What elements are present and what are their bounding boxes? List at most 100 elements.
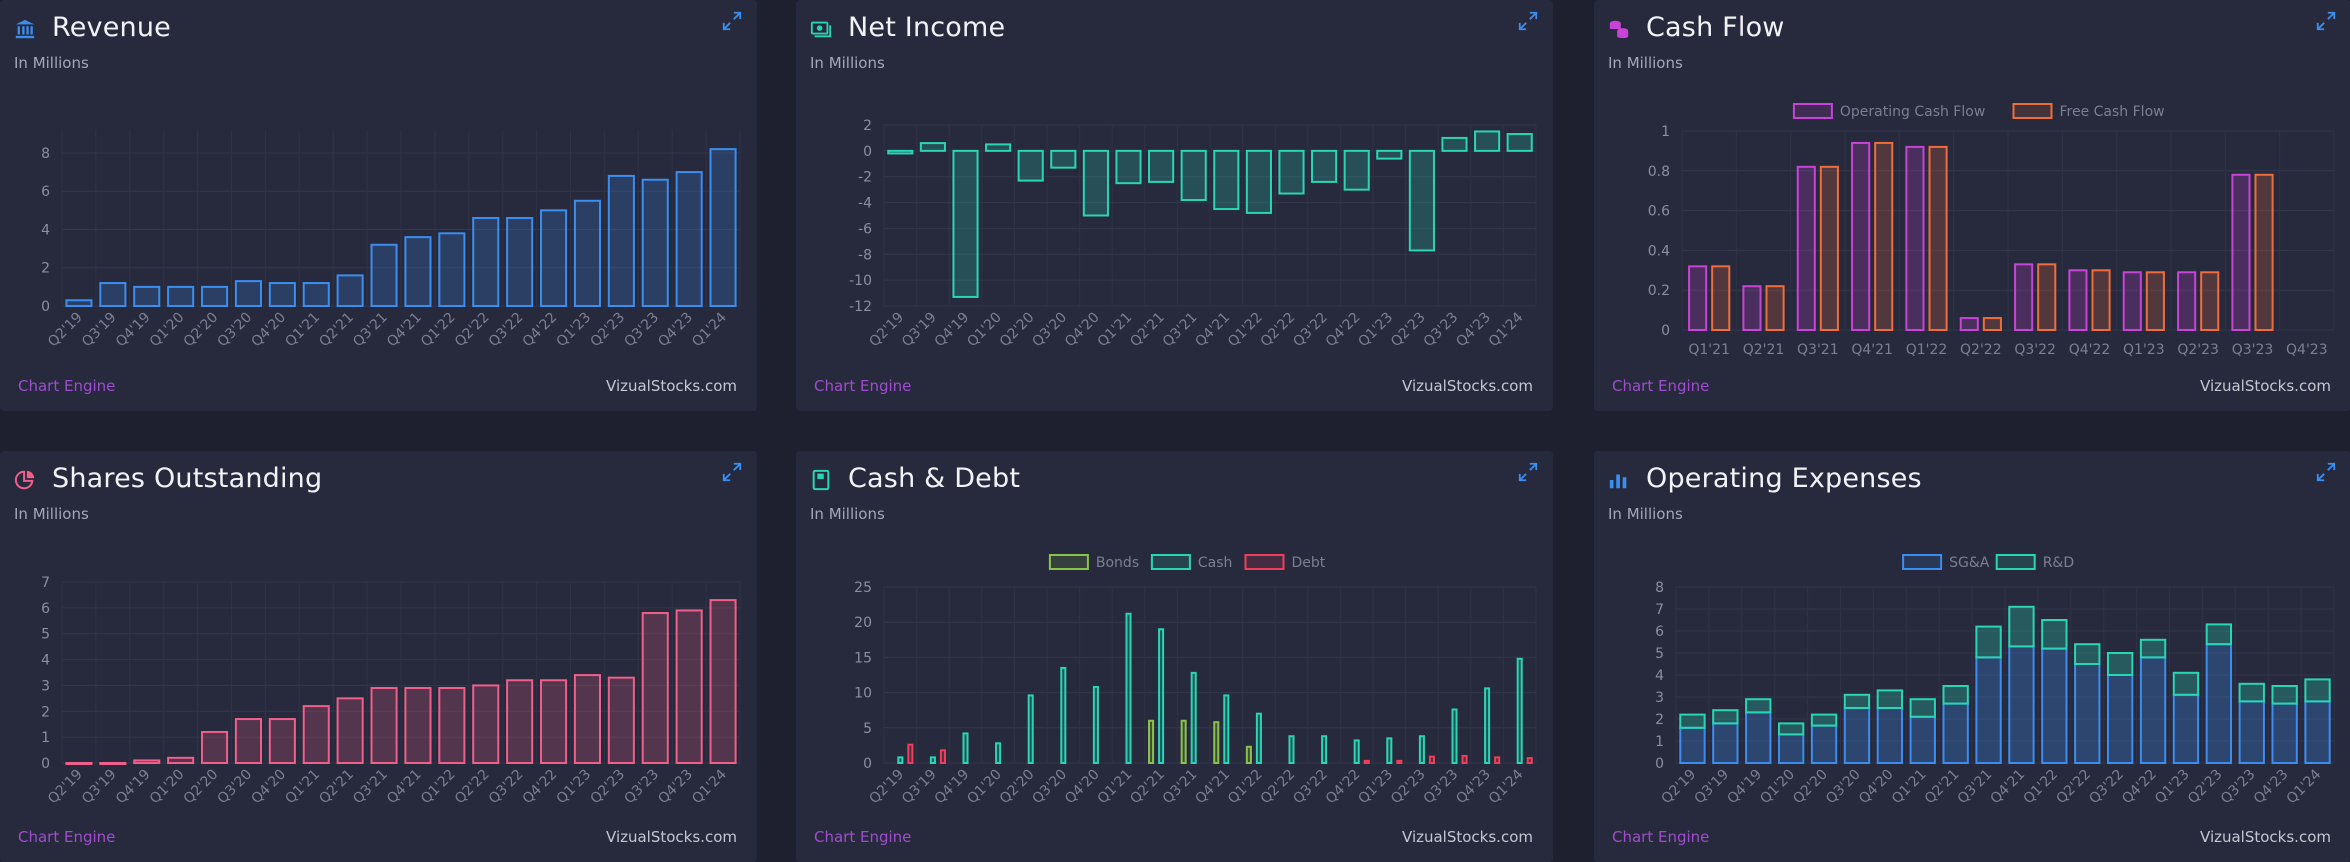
bar xyxy=(2091,269,2111,331)
x-tick-label: Q1'23 xyxy=(554,310,595,351)
chart-engine-link[interactable]: Chart Engine xyxy=(814,377,912,395)
bars xyxy=(897,612,1533,765)
net-income-chart: 20-2-4-6-8-10-12Q2'19Q3'19Q4'19Q1'20Q2'2… xyxy=(849,118,1537,351)
bar xyxy=(573,199,601,307)
x-tick-label: Q2'22 xyxy=(1258,310,1299,351)
y-tick-label: 8 xyxy=(41,146,50,162)
x-tick-label: Q4'23 xyxy=(2286,342,2328,358)
x-tick-label: Q2'21 xyxy=(1743,342,1785,358)
x-tick-label: Q1'21 xyxy=(1889,767,1930,808)
bar xyxy=(1711,265,1731,332)
expand-icon[interactable] xyxy=(2315,10,2337,32)
bar xyxy=(1255,712,1262,764)
bar xyxy=(1017,149,1044,182)
bar xyxy=(1213,721,1220,764)
chart-engine-link[interactable]: Chart Engine xyxy=(814,828,912,846)
bar xyxy=(336,697,364,765)
chart-engine-link[interactable]: Chart Engine xyxy=(1612,377,1710,395)
x-tick-label: Q1'23 xyxy=(554,767,595,808)
bar xyxy=(1777,733,1805,764)
bar xyxy=(1125,612,1132,764)
x-tick-label: Q2'19 xyxy=(866,767,907,808)
bar xyxy=(438,232,466,308)
x-tick-label: Q4'21 xyxy=(1192,767,1233,808)
bar xyxy=(1148,149,1175,183)
expand-icon[interactable] xyxy=(2315,461,2337,483)
card-title: Revenue xyxy=(52,12,171,43)
expand-icon[interactable] xyxy=(1517,461,1539,483)
bar xyxy=(2238,700,2265,764)
bar xyxy=(2254,173,2274,331)
x-tick-label: Q2'23 xyxy=(2185,767,2226,808)
bar xyxy=(709,148,737,307)
x-tick-label: Q2'21 xyxy=(316,310,357,351)
bar xyxy=(641,178,669,308)
bar xyxy=(2145,271,2165,332)
chart-engine-link[interactable]: Chart Engine xyxy=(18,377,116,395)
y-tick-label: 2 xyxy=(863,118,872,134)
x-tick-label: Q1'21 xyxy=(282,767,323,808)
x-tick-label: Q1'23 xyxy=(1355,310,1396,351)
y-tick-label: -10 xyxy=(849,273,872,289)
x-tick-label: Q2'21 xyxy=(1127,310,1168,351)
y-tick-label: 0 xyxy=(41,299,50,315)
bar xyxy=(1484,687,1491,765)
expand-icon[interactable] xyxy=(1517,10,1539,32)
expand-icon[interactable] xyxy=(721,10,743,32)
x-tick-label: Q4'23 xyxy=(1453,310,1494,351)
x-tick-label: Q1'23 xyxy=(2152,767,2193,808)
x-tick-label: Q4'22 xyxy=(1323,767,1364,808)
x-tick-label: Q4'22 xyxy=(2119,767,2160,808)
bar xyxy=(2106,652,2134,676)
bar xyxy=(1516,657,1523,764)
bar xyxy=(952,149,979,298)
bar xyxy=(1027,694,1034,764)
y-tick-label: 25 xyxy=(854,580,872,596)
chart-engine-link[interactable]: Chart Engine xyxy=(18,828,116,846)
x-tick-label: Q1'21 xyxy=(1095,767,1136,808)
y-tick-label: -12 xyxy=(849,299,872,315)
legend-label: Cash xyxy=(1198,555,1233,571)
x-tick-label: Q1'22 xyxy=(418,310,459,351)
gridlines xyxy=(883,586,1537,764)
x-tick-label: Q2'20 xyxy=(997,767,1038,808)
bar xyxy=(1158,628,1165,764)
bar xyxy=(336,274,364,307)
y-tick-label: 2 xyxy=(41,704,50,720)
bar xyxy=(302,705,330,765)
expand-icon[interactable] xyxy=(721,461,743,483)
y-tick-label: 1 xyxy=(41,730,50,746)
bar xyxy=(370,243,398,307)
bar xyxy=(1494,756,1501,765)
y-tick-label: 0 xyxy=(1661,323,1670,339)
x-tick-label: Q4'21 xyxy=(384,310,425,351)
bar xyxy=(1810,713,1838,727)
x-tick-label: Q1'20 xyxy=(1757,767,1798,808)
bar xyxy=(2074,663,2101,764)
bar xyxy=(1148,719,1155,765)
bar xyxy=(506,217,534,307)
bar xyxy=(1982,317,2002,331)
x-tick-label: Q3'21 xyxy=(1797,342,1839,358)
x-tick-label: Q3'22 xyxy=(1290,767,1331,808)
x-tick-label: Q3'23 xyxy=(2218,767,2259,808)
bar xyxy=(1060,666,1067,765)
x-tick-label: Q1'22 xyxy=(1906,342,1948,358)
y-tick-label: 0 xyxy=(1655,756,1664,772)
bar xyxy=(607,174,635,307)
chart-engine-link[interactable]: Chart Engine xyxy=(1612,828,1710,846)
x-tick-label: Q4'20 xyxy=(248,310,289,351)
bar xyxy=(1843,707,1871,764)
card-subtitle: In Millions xyxy=(810,505,885,523)
source-label: VizualStocks.com xyxy=(1402,377,1533,395)
bar xyxy=(1942,685,1969,705)
y-tick-label: 5 xyxy=(41,627,50,643)
bars xyxy=(887,130,1533,298)
bar xyxy=(2041,647,2068,765)
legend-label: SG&A xyxy=(1949,555,1990,571)
legend-label: R&D xyxy=(2043,555,2074,571)
x-tick-label: Q3'23 xyxy=(1421,310,1462,351)
bar xyxy=(919,142,946,152)
y-tick-label: 15 xyxy=(854,650,872,666)
bar xyxy=(133,285,161,308)
